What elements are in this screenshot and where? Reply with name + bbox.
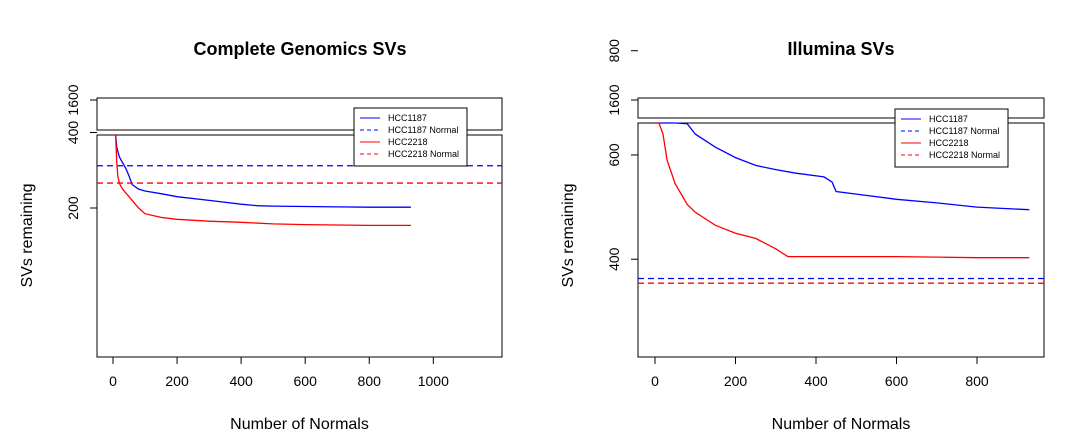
x-tick-label: 600 [294,373,318,389]
plot-frame-upper [96,97,503,131]
legend-entry: HCC1187 Normal [929,126,999,136]
plot-frame-upper [637,97,1045,119]
legend: HCC1187 HCC1187 Normal HCC2218 HCC2218 Norm… [894,108,1009,168]
x-tick-label: 0 [109,373,117,389]
legend-entry: HCC2218 Normal [929,150,1000,160]
x-tick-label: 800 [965,373,989,389]
x-tick-label: 600 [885,373,909,389]
x-tick-label: 800 [358,373,382,389]
legend-entry: HCC1187 Normal [388,125,458,135]
legend-box [353,107,468,167]
chart-title: Complete Genomics SVs [193,39,406,59]
x-tick-label: 200 [165,373,189,389]
y-tick-label: 1600 [606,84,622,115]
legend-entry: HCC1187 [388,113,427,123]
y-tick-label: 600 [606,143,622,167]
x-axis-label: Number of Normals [230,416,369,433]
x-axis-label: Number of Normals [772,416,911,433]
x-tick-label: 1000 [418,373,449,389]
legend-entry: HCC1187 [929,114,968,124]
x-tick-label: 400 [804,373,828,389]
legend-entry: HCC2218 [929,138,969,148]
y-tick-label: 800 [606,39,622,63]
y-axis-label: SVs remaining [560,183,577,287]
series-line-hcc2218 [113,134,411,227]
chart-title: Illumina SVs [787,39,894,59]
plot-frame [96,134,503,358]
chart-panel-2: Illumina SVs 0 200 400 600 800 400 600 800 1600 Nu… [560,39,1045,433]
x-tick-label: 0 [651,373,659,389]
x-tick-label: 200 [724,373,748,389]
y-axis-label: SVs remaining [19,183,36,287]
data-layer [638,122,1044,284]
y-tick-label: 400 [606,247,622,271]
series-line-hcc1187 [655,122,1030,211]
y-tick-label: 1600 [65,84,81,115]
legend-entry: HCC2218 [388,137,428,147]
legend-entry: HCC2218 Normal [388,149,459,159]
legend: HCC1187 HCC1187 Normal HCC2218 HCC2218 Norm… [353,107,468,167]
series-line-hcc2218 [655,122,1030,259]
y-tick-label: 200 [65,196,81,220]
x-tick-label: 400 [229,373,253,389]
data-layer [97,134,502,227]
chart-panel-1: Complete Genomics SVs 0 200 400 600 800 1000 20… [19,39,503,433]
y-tick-label: 400 [65,121,81,145]
